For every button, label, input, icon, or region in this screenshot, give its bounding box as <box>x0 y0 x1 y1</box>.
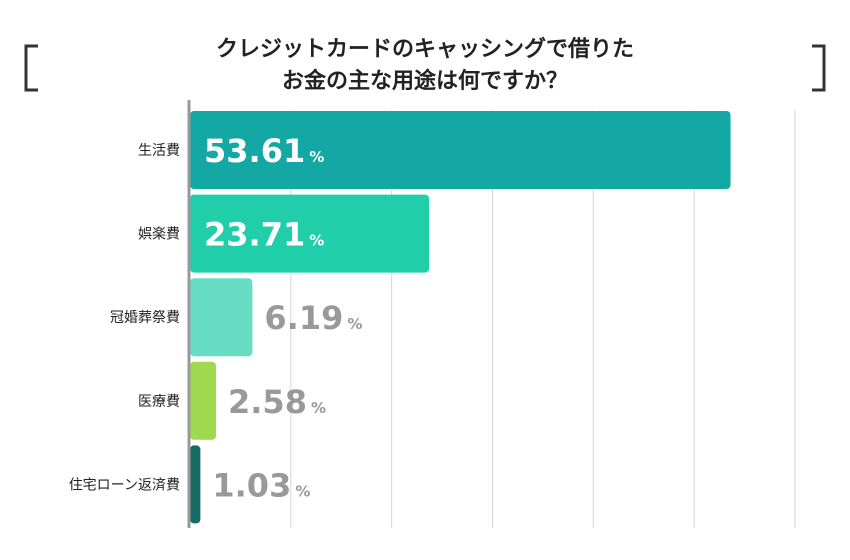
bar <box>190 445 201 524</box>
value-label: 2.58% <box>228 383 326 421</box>
chart-title-line-2: お金の主な用途は何ですか？ <box>282 68 568 94</box>
chart-title: クレジットカードのキャッシングで借りた お金の主な用途は何ですか？ <box>216 36 634 94</box>
bar <box>190 278 253 357</box>
value-label: 1.03% <box>212 466 310 504</box>
bar <box>190 194 430 273</box>
left-bracket <box>24 44 38 92</box>
bar <box>190 361 217 440</box>
chart-title-line-1: クレジットカードのキャッシングで借りた <box>216 36 634 62</box>
category-label: 住宅ローン返済費 <box>69 477 180 493</box>
category-label: 冠婚葬祭費 <box>110 310 180 326</box>
category-label: 生活費 <box>138 143 180 159</box>
value-label: 23.71% <box>204 216 324 254</box>
value-labels: 53.61 % 23.71 % 6.19 % 2.58 % 1.03% <box>204 132 362 504</box>
title-brackets <box>24 44 826 92</box>
right-bracket <box>812 44 826 92</box>
bars <box>190 111 731 524</box>
value-label: 6.19% <box>264 299 362 337</box>
category-label: 娯楽費 <box>138 227 180 243</box>
value-label: 53.61% <box>204 132 324 170</box>
bar <box>190 111 731 189</box>
category-label: 医療費 <box>138 393 180 410</box>
